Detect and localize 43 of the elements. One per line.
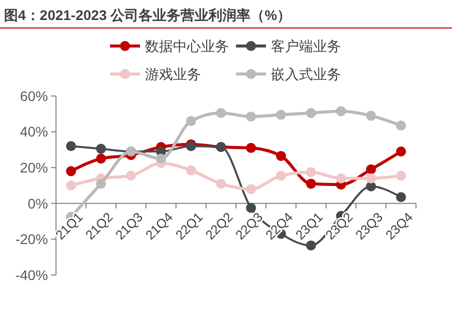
point bbox=[96, 178, 106, 189]
y-tick-label: 0% bbox=[28, 195, 48, 212]
point bbox=[276, 110, 286, 120]
point bbox=[246, 142, 256, 153]
point bbox=[276, 150, 286, 161]
point bbox=[336, 106, 346, 116]
legend-label: 游戏业务 bbox=[145, 66, 201, 82]
point bbox=[246, 184, 256, 194]
point bbox=[216, 108, 226, 118]
point bbox=[306, 108, 316, 118]
point bbox=[306, 240, 316, 250]
point bbox=[126, 170, 136, 181]
point bbox=[396, 146, 406, 156]
point bbox=[396, 120, 406, 131]
point bbox=[276, 170, 286, 181]
point bbox=[156, 154, 166, 164]
y-tick-label: -40% bbox=[15, 266, 48, 283]
point bbox=[366, 164, 376, 174]
point bbox=[246, 202, 256, 213]
chart-title: 图4：2021-2023 公司各业务营业利润率（%） bbox=[4, 7, 292, 23]
point bbox=[186, 165, 196, 176]
y-tick-label: 20% bbox=[20, 160, 48, 176]
point bbox=[66, 166, 76, 176]
point bbox=[366, 173, 376, 184]
point bbox=[66, 180, 76, 190]
point bbox=[216, 178, 226, 189]
point bbox=[186, 116, 196, 126]
point bbox=[336, 173, 346, 184]
y-tick-label: -20% bbox=[15, 231, 48, 248]
legend-label: 数据中心业务 bbox=[145, 38, 229, 54]
point bbox=[246, 112, 256, 122]
point bbox=[366, 110, 376, 121]
point bbox=[396, 192, 406, 202]
legend-label: 客户端业务 bbox=[271, 38, 341, 54]
point bbox=[96, 144, 106, 154]
legend-label: 嵌入式业务 bbox=[271, 66, 341, 82]
point bbox=[96, 154, 106, 164]
point bbox=[396, 170, 406, 181]
y-tick-label: 60% bbox=[20, 88, 48, 104]
point bbox=[66, 141, 76, 152]
point bbox=[306, 178, 316, 189]
point bbox=[306, 167, 316, 178]
y-tick-label: 40% bbox=[20, 124, 48, 140]
